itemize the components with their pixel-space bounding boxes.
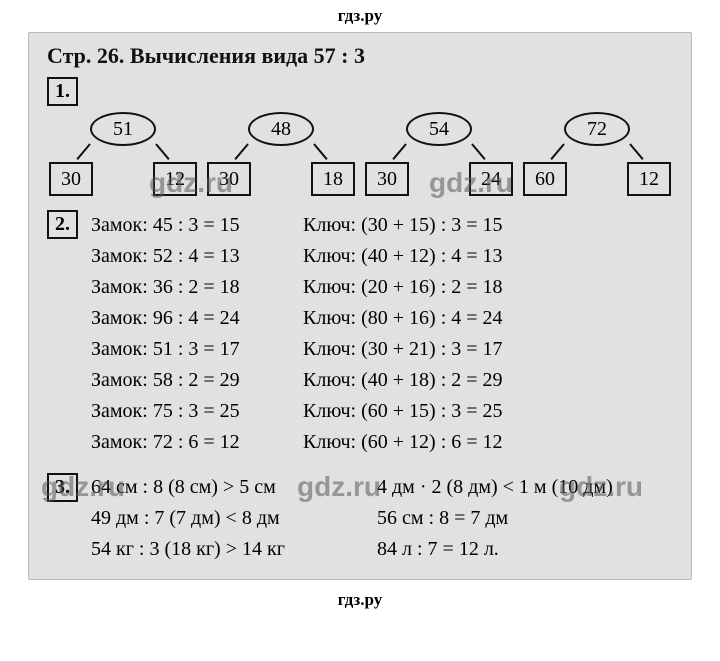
task-2-key: Ключ: (80 + 16) : 4 = 24: [303, 303, 673, 334]
task-1-trees: 51 30 12 48 30 18 54 30 24 72: [49, 112, 671, 196]
task-3-left: 54 кг : 3 (18 кг) > 14 кг: [91, 534, 377, 565]
tree-1: 51 30 12: [49, 112, 197, 196]
task-3-right: 4 дм · 2 (8 дм) < 1 м (10 дм): [377, 472, 673, 503]
tree-4-left: 60: [523, 162, 567, 196]
task-3: 3. 64 см : 8 (8 см) > 5 см 4 дм · 2 (8 д…: [47, 472, 673, 565]
task-2-lock: Замок: 36 : 2 = 18: [91, 272, 303, 303]
tree-2-left: 30: [207, 162, 251, 196]
task-3-row: 54 кг : 3 (18 кг) > 14 кг 84 л : 7 = 12 …: [47, 534, 673, 565]
task-2-row: Замок: 51 : 3 = 17 Ключ: (30 + 21) : 3 =…: [47, 334, 673, 365]
tree-3: 54 30 24: [365, 112, 513, 196]
task-2-lock: Замок: 45 : 3 = 15: [91, 214, 240, 236]
page-title: Стр. 26. Вычисления вида 57 : 3: [47, 43, 673, 69]
task-2-row: 2. Замок: 45 : 3 = 15 Ключ: (30 + 15) : …: [47, 210, 673, 241]
task-2-key: Ключ: (40 + 18) : 2 = 29: [303, 365, 673, 396]
page-content: Стр. 26. Вычисления вида 57 : 3 1. 51 30…: [28, 32, 692, 580]
title-rest: Вычисления вида 57 : 3: [130, 43, 365, 68]
tree-2-right: 18: [311, 162, 355, 196]
task-2-lock: Замок: 75 : 3 = 25: [91, 396, 303, 427]
task-2-lock: Замок: 96 : 4 = 24: [91, 303, 303, 334]
task-3-left: 49 дм : 7 (7 дм) < 8 дм: [91, 503, 377, 534]
task-2-row: Замок: 72 : 6 = 12 Ключ: (60 + 12) : 6 =…: [47, 427, 673, 458]
task-2-row: Замок: 96 : 4 = 24 Ключ: (80 + 16) : 4 =…: [47, 303, 673, 334]
task-3-number: 3.: [47, 473, 78, 502]
tree-1-left: 30: [49, 162, 93, 196]
task-1: 1. 51 30 12 48 30 18 54 30 24: [47, 77, 673, 196]
tree-3-right: 24: [469, 162, 513, 196]
task-2: 2. Замок: 45 : 3 = 15 Ключ: (30 + 15) : …: [47, 210, 673, 458]
task-3-right: 56 см : 8 = 7 дм: [377, 503, 673, 534]
site-footer: гдз.ру: [0, 588, 720, 612]
task-2-number: 2.: [47, 210, 78, 239]
tree-3-left: 30: [365, 162, 409, 196]
tree-1-right: 12: [153, 162, 197, 196]
task-2-row: Замок: 58 : 2 = 29 Ключ: (40 + 18) : 2 =…: [47, 365, 673, 396]
branch-icon: [76, 143, 90, 160]
tree-4-top: 72: [564, 112, 630, 146]
task-2-row: Замок: 36 : 2 = 18 Ключ: (20 + 16) : 2 =…: [47, 272, 673, 303]
task-3-left: 64 см : 8 (8 см) > 5 см: [91, 476, 276, 498]
branch-icon: [629, 143, 643, 160]
task-2-lock: Замок: 58 : 2 = 29: [91, 365, 303, 396]
branch-icon: [234, 143, 248, 160]
site-header: гдз.ру: [0, 0, 720, 28]
task-2-lock: Замок: 52 : 4 = 13: [91, 241, 303, 272]
tree-3-top: 54: [406, 112, 472, 146]
branch-icon: [155, 143, 169, 160]
title-prefix: Стр. 26.: [47, 43, 130, 68]
tree-1-top: 51: [90, 112, 156, 146]
branch-icon: [313, 143, 327, 160]
tree-2-top: 48: [248, 112, 314, 146]
task-2-key: Ключ: (60 + 12) : 6 = 12: [303, 427, 673, 458]
branch-icon: [392, 143, 406, 160]
task-2-key: Ключ: (30 + 21) : 3 = 17: [303, 334, 673, 365]
task-2-lock: Замок: 51 : 3 = 17: [91, 334, 303, 365]
task-1-number: 1.: [47, 77, 78, 106]
task-2-key: Ключ: (30 + 15) : 3 = 15: [303, 210, 673, 241]
task-2-row: Замок: 52 : 4 = 13 Ключ: (40 + 12) : 4 =…: [47, 241, 673, 272]
task-3-row: 3. 64 см : 8 (8 см) > 5 см 4 дм · 2 (8 д…: [47, 472, 673, 503]
task-3-row: 49 дм : 7 (7 дм) < 8 дм 56 см : 8 = 7 дм: [47, 503, 673, 534]
task-2-key: Ключ: (60 + 15) : 3 = 25: [303, 396, 673, 427]
tree-4-right: 12: [627, 162, 671, 196]
tree-4: 72 60 12: [523, 112, 671, 196]
task-3-right: 84 л : 7 = 12 л.: [377, 534, 673, 565]
task-2-lock: Замок: 72 : 6 = 12: [91, 427, 303, 458]
task-2-row: Замок: 75 : 3 = 25 Ключ: (60 + 15) : 3 =…: [47, 396, 673, 427]
task-2-key: Ключ: (40 + 12) : 4 = 13: [303, 241, 673, 272]
tree-2: 48 30 18: [207, 112, 355, 196]
branch-icon: [471, 143, 485, 160]
branch-icon: [550, 143, 564, 160]
task-2-key: Ключ: (20 + 16) : 2 = 18: [303, 272, 673, 303]
